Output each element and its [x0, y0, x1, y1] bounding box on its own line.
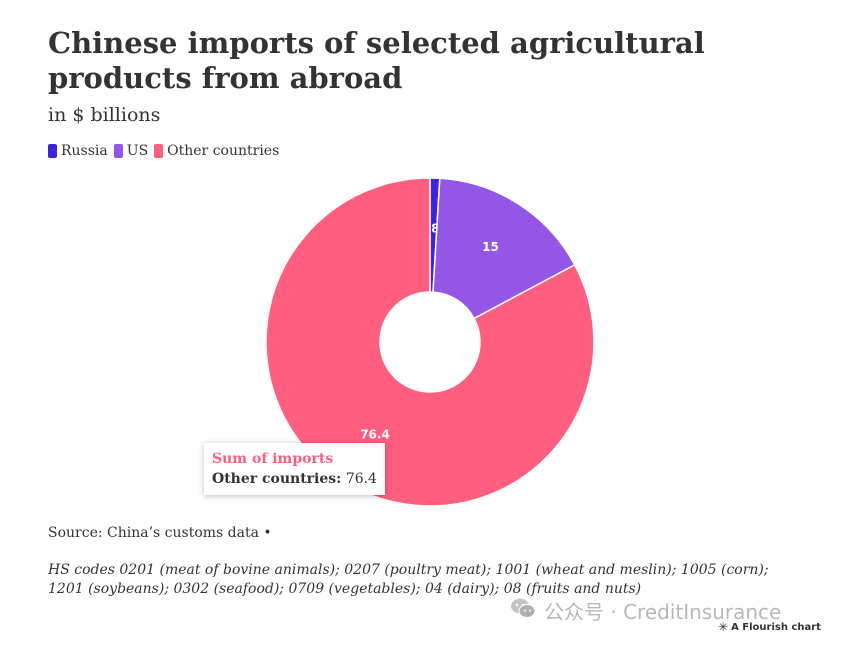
legend-label-russia: Russia: [61, 143, 108, 159]
legend-swatch-russia: [48, 144, 57, 158]
legend-label-other-countries: Other countries: [167, 143, 280, 159]
tooltip-value: 76.4: [345, 471, 377, 487]
flourish-credit[interactable]: ✳ A Flourish chart: [718, 620, 821, 634]
flourish-asterisk-icon: ✳: [718, 620, 729, 634]
hs-codes-note: HS codes 0201 (meat of bovine animals); …: [48, 562, 769, 597]
tooltip-label: Other countries:: [212, 471, 342, 487]
legend-swatch-us: [113, 144, 123, 158]
legend-item-us[interactable]: US: [113, 143, 149, 159]
legend-label-us: US: [126, 143, 149, 159]
legend-item-russia[interactable]: Russia: [48, 143, 108, 159]
legend-item-other-countries[interactable]: Other countries: [154, 143, 279, 159]
data-label-us: 15: [482, 240, 499, 254]
watermark: 公众号 · CreditInsurance: [510, 596, 781, 625]
flourish-credit-text: A Flourish chart: [731, 621, 821, 633]
legend: Russia US Other countries: [48, 143, 285, 159]
source-note: Source: China’s customs data •: [48, 525, 272, 541]
donut-slice-other-countries[interactable]: [265, 177, 595, 507]
wechat-icon: [510, 597, 536, 624]
watermark-text: 公众号 · CreditInsurance: [544, 600, 782, 624]
chart-title: Chinese imports of selected agricultural…: [48, 26, 705, 95]
chart-subtitle: in $ billions: [48, 104, 161, 126]
data-label-other-countries: 76.4: [360, 428, 390, 442]
legend-swatch-other-countries: [154, 144, 164, 158]
tooltip: Sum of imports Other countries: 76.4: [204, 443, 385, 495]
tooltip-title: Sum of imports: [212, 451, 334, 467]
